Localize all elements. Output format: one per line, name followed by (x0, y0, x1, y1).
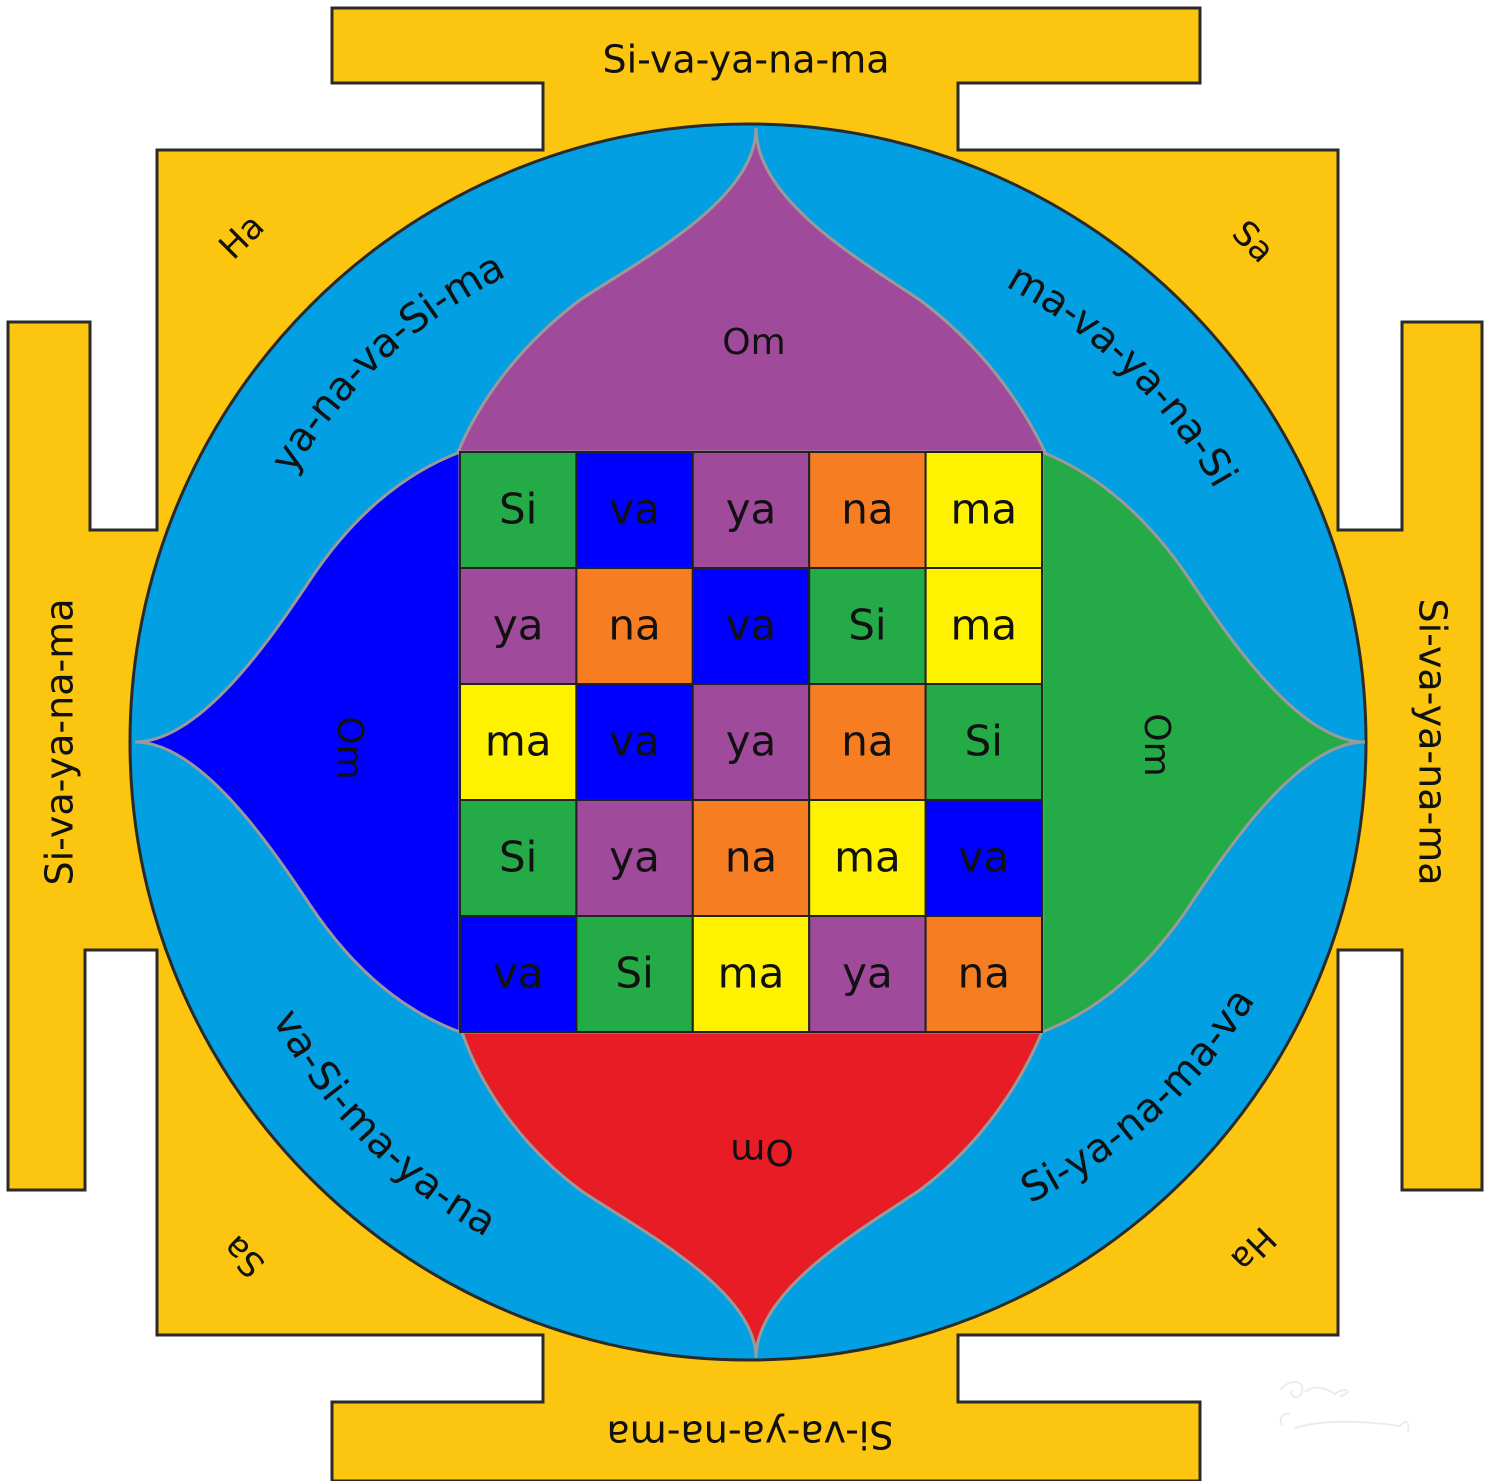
grid-cell-r3-c4 (808, 683, 927, 801)
grid-cell-label-r2-c2: na (608, 601, 660, 650)
grid-cell-label-r5-c5: na (958, 949, 1010, 998)
petal-label-bottom: Om (730, 1131, 793, 1172)
grid-cell-label-r5-c1: va (493, 949, 544, 998)
gate-label-top: Si-va-ya-na-ma (602, 38, 889, 82)
grid-cell-label-r5-c2: Si (615, 949, 653, 998)
grid-cell-label-r2-c1: ya (493, 601, 544, 650)
grid-cell-r1-c5 (924, 451, 1043, 569)
grid-cell-label-r4-c3: na (725, 833, 777, 882)
grid-cell-label-r2-c5: ma (950, 601, 1017, 650)
petal-label-left: Om (329, 716, 370, 779)
grid-cell-label-r4-c2: ya (609, 833, 660, 882)
grid-cell-label-r1-c2: va (609, 485, 660, 534)
grid-cell-r3-c2 (575, 683, 694, 801)
artist-signature-watermark (1279, 1381, 1410, 1433)
grid-cell-label-r1-c1: Si (499, 485, 537, 534)
grid-cell-label-r1-c5: ma (950, 485, 1017, 534)
syllable-grid: Si va ya na ma ya na va Si ma ma va ya na Si Si ya na ma va… (459, 451, 1043, 1033)
grid-cell-r1-c3 (691, 451, 811, 569)
grid-cell-r5-c5 (924, 915, 1043, 1033)
grid-cell-r3-c1 (459, 683, 578, 801)
grid-cell-r4-c2 (575, 799, 694, 917)
grid-cell-r2-c1 (459, 567, 578, 685)
grid-cell-label-r5-c3: ma (718, 949, 785, 998)
grid-cell-r2-c4 (808, 567, 927, 685)
grid-cell-r4-c3 (691, 799, 811, 917)
grid-cell-label-r2-c3: va (726, 601, 777, 650)
grid-cell-r3-c5 (924, 683, 1043, 801)
grid-cell-label-r3-c5: Si (965, 717, 1003, 766)
grid-cell-r2-c3 (691, 567, 811, 685)
grid-cell-label-r4-c4: ma (834, 833, 901, 882)
grid-cell-label-r4-c5: va (959, 833, 1010, 882)
grid-cell-label-r1-c3: ya (726, 485, 777, 534)
grid-cell-r5-c1 (459, 915, 578, 1033)
petal-label-right: Om (1136, 713, 1177, 776)
grid-cell-label-r1-c4: na (841, 485, 893, 534)
gate-label-bottom: Si-va-ya-na-ma (606, 1413, 893, 1457)
grid-cell-r1-c2 (575, 451, 694, 569)
grid-cell-r2-c2 (575, 567, 694, 685)
grid-cell-label-r3-c4: na (841, 717, 893, 766)
grid-cell-label-r3-c2: va (609, 717, 660, 766)
grid-cell-label-r2-c4: Si (848, 601, 886, 650)
grid-cell-r4-c5 (924, 799, 1043, 917)
grid-cell-r5-c2 (575, 915, 694, 1033)
grid-cell-r1-c1 (459, 451, 578, 569)
grid-cell-r1-c4 (808, 451, 927, 569)
grid-cell-r3-c3 (691, 683, 811, 801)
grid-cell-label-r5-c4: ya (842, 949, 893, 998)
grid-cell-label-r3-c3: ya (726, 717, 777, 766)
grid-cell-r5-c3 (691, 915, 811, 1033)
grid-cell-label-r4-c1: Si (499, 833, 537, 882)
grid-cell-label-r3-c1: ma (485, 717, 552, 766)
petal-label-top: Om (722, 322, 785, 363)
gate-label-left: Si-va-ya-na-ma (38, 598, 82, 885)
gate-label-right: Si-va-ya-na-ma (1411, 598, 1455, 885)
